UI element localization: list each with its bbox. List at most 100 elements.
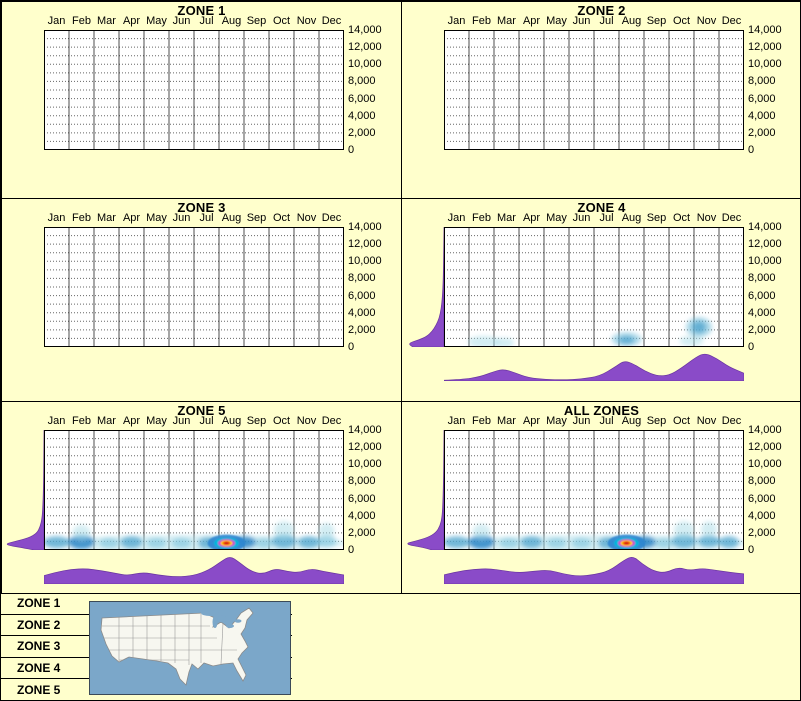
y-tick-label: 6,000	[748, 289, 776, 302]
y-tick-label: 12,000	[748, 238, 782, 251]
month-label: Apr	[122, 15, 141, 27]
y-tick-label: 8,000	[348, 272, 376, 285]
hot-spot	[207, 534, 246, 550]
legend-label: ZONE 2	[17, 617, 61, 632]
month-label: Sep	[646, 212, 667, 224]
y-tick-label: 6,000	[748, 92, 776, 105]
panel-plot-area: Jan Feb Mar Apr May Jun Jul Aug Sep Oct Nov Dec 14,0…	[2, 402, 401, 593]
month-label: Sep	[246, 415, 267, 427]
month-label: Jun	[572, 212, 591, 224]
y-tick-label: 2,000	[748, 526, 776, 539]
month-density-marginal	[444, 557, 744, 584]
month-label: Nov	[296, 212, 317, 224]
panel-title: ZONE 2	[577, 3, 626, 18]
month-density-marginal	[44, 557, 344, 584]
month-label: Mar	[497, 415, 516, 427]
y-tick-label: 0	[748, 544, 755, 556]
y-tick-label: 14,000	[348, 24, 382, 36]
panel-title: ZONE 4	[577, 200, 626, 215]
month-label: Oct	[672, 15, 691, 27]
legend-label: ZONE 3	[17, 639, 61, 654]
y-tick-label: 12,000	[348, 41, 382, 54]
month-label: Jul	[599, 415, 614, 427]
month-label: Dec	[321, 415, 342, 427]
month-label: Aug	[621, 415, 642, 427]
month-label: Nov	[696, 415, 717, 427]
y-tick-label: 6,000	[348, 289, 376, 302]
y-tick-label: 8,000	[348, 75, 376, 88]
y-tick-label: 10,000	[348, 255, 382, 268]
state-borders	[102, 614, 237, 665]
panel-zone-4: ZONE 4 Jan Feb Mar Apr May Jun Jul Aug Sep Oct Nov…	[401, 198, 800, 402]
month-label: Jul	[199, 415, 214, 427]
y-tick-label: 0	[748, 144, 755, 156]
month-label: Jan	[447, 415, 466, 427]
panel-zone-3: ZONE 3 Jan Feb Mar Apr May Jun Jul Aug Sep Oct Nov…	[1, 198, 402, 402]
depth-density-marginal	[407, 430, 444, 550]
y-tick-label: 12,000	[748, 441, 782, 454]
y-tick-label: 2,000	[348, 323, 376, 336]
month-label: Oct	[272, 415, 291, 427]
month-label: May	[146, 15, 167, 27]
y-tick-label: 4,000	[348, 509, 376, 522]
month-label: May	[546, 15, 567, 27]
legend-row: ZONE 5	[1, 679, 292, 700]
month-density-marginal	[444, 353, 744, 381]
month-label: Nov	[696, 212, 717, 224]
plot-grid	[44, 30, 344, 150]
month-label: Aug	[621, 212, 642, 224]
panel-zone-1: ZONE 1 Jan Feb Mar Apr May Jun Jul Aug Sep Oct Nov…	[1, 1, 402, 199]
y-tick-label: 14,000	[348, 424, 382, 436]
month-label: May	[546, 415, 567, 427]
month-label: Oct	[672, 212, 691, 224]
month-label: Nov	[696, 15, 717, 27]
panel-plot-area: Jan Feb Mar Apr May Jun Jul Aug Sep Oct Nov Dec 14,0…	[402, 402, 800, 593]
month-label: Mar	[97, 212, 116, 224]
month-label: May	[146, 212, 167, 224]
month-label: Jun	[172, 15, 191, 27]
y-tick-label: 4,000	[748, 306, 776, 319]
heat-smudges	[44, 521, 344, 550]
y-tick-label: 0	[348, 341, 355, 353]
month-label: Feb	[72, 15, 91, 27]
y-tick-label: 12,000	[348, 238, 382, 251]
y-tick-label: 10,000	[348, 58, 382, 71]
month-label: Mar	[497, 212, 516, 224]
legend-label: ZONE 4	[17, 661, 61, 676]
month-label: Mar	[97, 15, 116, 27]
month-label: Aug	[621, 15, 642, 27]
month-label: Feb	[472, 15, 491, 27]
month-label: Feb	[472, 212, 491, 224]
month-label: Oct	[272, 15, 291, 27]
heat-smudges	[444, 521, 744, 550]
y-tick-label: 6,000	[348, 92, 376, 105]
panel-plot-area: Jan Feb Mar Apr May Jun Jul Aug Sep Oct Nov Dec 14,0…	[402, 2, 800, 198]
month-label: Nov	[296, 15, 317, 27]
month-label: Sep	[246, 212, 267, 224]
month-label: Sep	[246, 15, 267, 27]
panel-plot-area: Jan Feb Mar Apr May Jun Jul Aug Sep Oct Nov Dec 14,0…	[402, 199, 800, 401]
month-label: Aug	[221, 415, 242, 427]
y-tick-label: 10,000	[748, 458, 782, 471]
hot-spot	[607, 534, 646, 550]
month-label: Dec	[321, 212, 342, 224]
y-tick-label: 8,000	[748, 75, 776, 88]
y-tick-label: 6,000	[748, 492, 776, 505]
month-label: Jun	[172, 212, 191, 224]
panel-title: ZONE 5	[177, 403, 226, 418]
month-label: Jul	[599, 15, 614, 27]
month-label: Oct	[672, 415, 691, 427]
y-tick-label: 2,000	[348, 526, 376, 539]
panel-plot-area: Jan Feb Mar Apr May Jun Jul Aug Sep Oct Nov Dec 14,0…	[2, 2, 401, 198]
month-label: Dec	[721, 415, 742, 427]
plot-grid	[444, 227, 744, 347]
month-label: Mar	[497, 15, 516, 27]
depth-density-marginal	[409, 227, 444, 347]
month-label: Dec	[721, 15, 742, 27]
month-label: Jun	[572, 415, 591, 427]
panel-title: ALL ZONES	[563, 403, 640, 418]
y-tick-label: 14,000	[348, 221, 382, 233]
y-tick-label: 0	[348, 144, 355, 156]
month-label: Feb	[472, 415, 491, 427]
great-lakes	[201, 610, 242, 628]
